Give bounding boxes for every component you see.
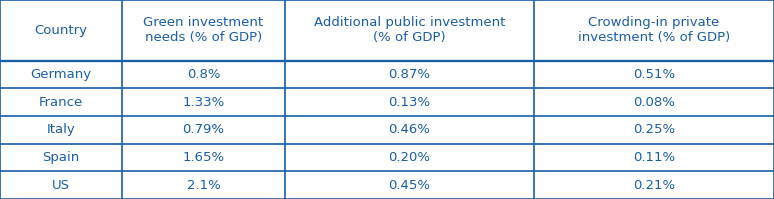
Text: 0.25%: 0.25%: [633, 123, 675, 136]
Text: 0.13%: 0.13%: [389, 96, 430, 109]
Text: 0.20%: 0.20%: [389, 151, 430, 164]
Text: Country: Country: [35, 24, 87, 37]
Text: 0.8%: 0.8%: [187, 68, 221, 81]
Text: 0.21%: 0.21%: [633, 179, 675, 192]
Text: 0.51%: 0.51%: [633, 68, 675, 81]
Text: 1.33%: 1.33%: [183, 96, 224, 109]
Text: 0.46%: 0.46%: [389, 123, 430, 136]
Text: 2.1%: 2.1%: [187, 179, 221, 192]
Text: 0.08%: 0.08%: [633, 96, 675, 109]
Text: 0.87%: 0.87%: [389, 68, 430, 81]
Text: France: France: [39, 96, 84, 109]
Text: Germany: Germany: [31, 68, 91, 81]
Text: Italy: Italy: [46, 123, 76, 136]
Text: 0.45%: 0.45%: [389, 179, 430, 192]
Text: 0.79%: 0.79%: [183, 123, 224, 136]
Text: Crowding-in private
investment (% of GDP): Crowding-in private investment (% of GDP…: [578, 16, 730, 44]
Text: 0.11%: 0.11%: [633, 151, 675, 164]
Text: 1.65%: 1.65%: [183, 151, 224, 164]
Text: Additional public investment
(% of GDP): Additional public investment (% of GDP): [313, 16, 505, 44]
Text: US: US: [52, 179, 70, 192]
Text: Green investment
needs (% of GDP): Green investment needs (% of GDP): [143, 16, 264, 44]
Text: Spain: Spain: [43, 151, 80, 164]
